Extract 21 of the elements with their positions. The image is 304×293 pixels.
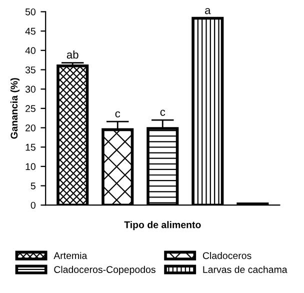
y-tick-label: 35 [25,66,36,74]
x-axis-title: Tipo de alimento [124,221,201,230]
data-label: a [205,8,211,14]
y-tick-label: 40 [25,47,36,54]
legend-label: Artemia [54,252,88,260]
y-tick-label: 25 [26,105,36,112]
y-tick-label: 50 [25,8,36,16]
data-label: c [115,111,120,118]
y-tick-label: 15 [26,144,36,151]
legend-label: Cladoceros [202,252,252,260]
y-tick-label: 5 [30,182,36,190]
y-axis-title: Ganancia (%) [10,78,20,139]
y-tick-label: 10 [26,163,36,170]
legend-label: Larvas de cachama [203,266,288,274]
legend-label: Cladoceros-Copepodos [54,266,156,275]
y-tick-label: 30 [25,86,36,93]
y-tick-label: 45 [25,28,36,35]
data-label: c [160,110,166,116]
y-tick-label: 20 [26,124,36,132]
y-tick-label: 0 [30,202,36,209]
data-label: ab [66,50,78,59]
